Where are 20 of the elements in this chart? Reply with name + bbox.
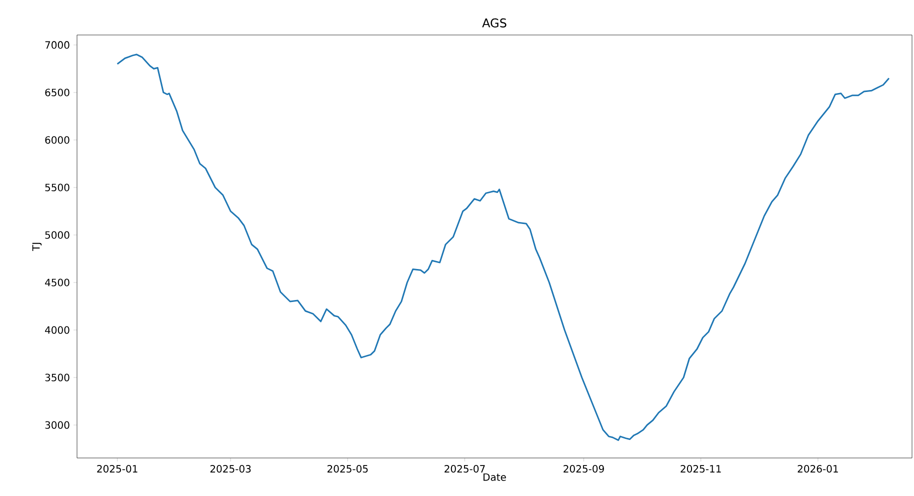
x-tick-label: 2025-11 — [680, 465, 721, 473]
x-tick-label: 2025-05 — [328, 465, 368, 473]
x-tick-label: 2025-01 — [97, 465, 138, 473]
y-tick-label: 4000 — [45, 326, 70, 334]
y-tick-label: 3500 — [45, 374, 70, 382]
y-tick-label: 7000 — [45, 41, 70, 49]
line-series — [116, 54, 890, 441]
y-axis-title: TJ — [32, 242, 42, 252]
y-tick-label: 6000 — [45, 136, 70, 144]
x-axis-title: Date — [484, 473, 506, 481]
x-tick-label: 2025-09 — [564, 465, 604, 473]
y-tick-label: 6500 — [45, 88, 70, 96]
x-tick-label: 2025-03 — [210, 465, 251, 473]
y-tick-label: 4500 — [45, 278, 70, 286]
x-tick-label: 2026-01 — [798, 465, 838, 473]
y-tick-label: 3000 — [45, 421, 70, 429]
y-tick-label: 5500 — [45, 184, 70, 192]
y-tick-label: 5000 — [45, 231, 70, 239]
x-tick-label: 2025-07 — [444, 465, 485, 473]
chart-title: AGS — [482, 18, 506, 28]
